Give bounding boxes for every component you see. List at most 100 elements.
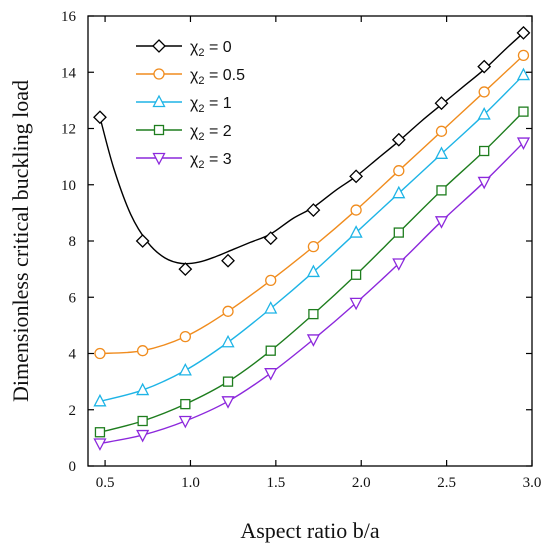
data-point xyxy=(221,334,235,348)
legend-marker xyxy=(152,152,166,166)
data-point xyxy=(136,382,150,396)
data-point xyxy=(392,258,406,271)
data-point xyxy=(221,253,235,268)
data-point xyxy=(434,96,449,111)
legend-entry: χ2 = 2 xyxy=(136,123,232,143)
legend-value: = 3 xyxy=(205,151,232,168)
legend: χ2 = 0χ2 = 0.5χ2 = 1χ2 = 2χ2 = 3 xyxy=(136,39,245,171)
legend-symbol: χ xyxy=(190,123,199,140)
legend-subscript: 2 xyxy=(198,103,204,115)
x-tick-label: 2.0 xyxy=(352,475,371,491)
data-point xyxy=(349,225,363,238)
data-point xyxy=(306,264,320,278)
legend-symbol: χ xyxy=(190,95,199,112)
data-point xyxy=(434,216,449,229)
legend-subscript: 2 xyxy=(198,47,204,59)
x-tick-label: 3.0 xyxy=(523,475,542,491)
data-point xyxy=(136,345,149,357)
series-0 xyxy=(93,25,531,277)
data-point xyxy=(178,415,192,429)
legend-subscript: 2 xyxy=(198,131,204,143)
data-point xyxy=(222,376,234,387)
data-point xyxy=(350,204,362,216)
data-point xyxy=(516,67,531,81)
legend-symbol: χ xyxy=(190,151,199,168)
data-point xyxy=(135,234,150,248)
data-point xyxy=(180,398,191,410)
data-point xyxy=(222,305,234,317)
data-point xyxy=(392,185,406,199)
data-point xyxy=(265,274,277,287)
y-tick-label: 0 xyxy=(69,459,77,475)
data-point xyxy=(178,362,192,376)
data-point xyxy=(436,185,447,196)
series-4 xyxy=(93,137,531,451)
legend-entry: χ2 = 1 xyxy=(136,94,232,115)
data-point xyxy=(434,146,449,159)
data-point xyxy=(349,297,363,311)
legend-value: = 2 xyxy=(205,123,232,140)
legend-label: χ2 = 0 xyxy=(190,39,232,59)
data-point xyxy=(94,347,106,360)
data-point xyxy=(477,176,491,190)
data-point xyxy=(306,203,321,217)
data-point xyxy=(350,269,362,280)
data-point xyxy=(265,345,276,356)
data-point xyxy=(477,107,491,120)
x-tick-label: 1.5 xyxy=(266,475,285,491)
series-layer xyxy=(93,25,531,451)
y-tick-label: 10 xyxy=(61,178,76,194)
data-point xyxy=(264,301,278,314)
data-point xyxy=(308,308,319,320)
legend-symbol: χ xyxy=(190,39,199,56)
legend-subscript: 2 xyxy=(198,75,204,87)
legend-marker xyxy=(152,39,166,53)
series-2 xyxy=(93,67,531,407)
data-point xyxy=(136,429,150,443)
data-point xyxy=(393,165,405,177)
series-line-4 xyxy=(99,142,524,445)
x-axis-title: Aspect ratio b/a xyxy=(240,518,380,543)
data-point xyxy=(518,106,529,117)
data-point xyxy=(179,330,191,343)
y-tick-label: 14 xyxy=(61,65,77,81)
data-point xyxy=(517,49,530,62)
x-tick-label: 0.5 xyxy=(96,475,115,491)
legend-entry: χ2 = 0.5 xyxy=(136,67,245,87)
y-tick-label: 8 xyxy=(69,234,77,250)
data-point xyxy=(435,125,448,137)
data-point xyxy=(94,427,106,438)
x-tick-label: 2.5 xyxy=(437,475,456,491)
legend-value: = 1 xyxy=(205,95,232,112)
plot-border xyxy=(87,15,533,467)
legend-marker xyxy=(153,68,165,80)
legend-label: χ2 = 0.5 xyxy=(190,67,245,87)
legend-value: = 0.5 xyxy=(205,67,246,84)
series-1 xyxy=(94,49,530,360)
series-line-0 xyxy=(99,32,524,265)
legend-label: χ2 = 1 xyxy=(190,95,232,115)
y-tick-label: 12 xyxy=(61,122,76,138)
data-point xyxy=(391,132,406,147)
legend-entry: χ2 = 3 xyxy=(136,151,232,171)
data-point xyxy=(264,368,278,381)
data-point xyxy=(93,393,107,407)
data-point xyxy=(516,137,531,150)
data-point xyxy=(307,240,320,253)
legend-entry: χ2 = 0 xyxy=(136,39,232,59)
data-point xyxy=(477,59,492,74)
data-point xyxy=(263,231,278,246)
legend-marker xyxy=(152,94,166,108)
series-3 xyxy=(94,106,529,438)
data-point xyxy=(516,25,531,40)
legend-symbol: χ xyxy=(190,67,199,84)
data-point xyxy=(349,169,364,184)
data-point xyxy=(178,262,193,277)
series-line-2 xyxy=(99,74,524,402)
axis-ticks: 0.5 1.0 1.5 2.0 2.5 3.0 0 2 4 6 8 10 12 14 16 xyxy=(61,9,541,491)
legend-marker xyxy=(153,124,165,136)
data-point xyxy=(306,334,320,347)
y-axis-title: Dimensionless critical buckling load xyxy=(8,80,33,402)
plot-frame xyxy=(87,15,533,467)
data-point xyxy=(479,145,490,157)
